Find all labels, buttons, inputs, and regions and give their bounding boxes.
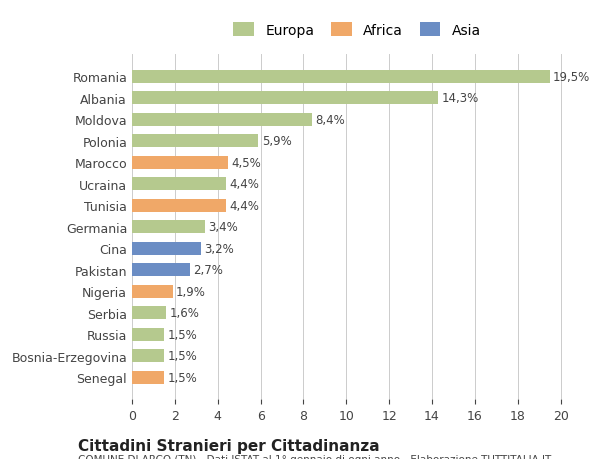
Text: 1,9%: 1,9% xyxy=(176,285,206,298)
Bar xyxy=(132,242,200,255)
Bar xyxy=(132,263,190,276)
Legend: Europa, Africa, Asia: Europa, Africa, Asia xyxy=(228,17,486,43)
Bar xyxy=(132,349,164,362)
Text: 4,4%: 4,4% xyxy=(229,199,259,212)
Bar xyxy=(132,199,226,212)
Bar xyxy=(132,178,226,191)
Bar xyxy=(132,285,173,298)
Bar xyxy=(132,328,164,341)
Text: 3,2%: 3,2% xyxy=(204,242,233,255)
Bar xyxy=(132,371,164,384)
Text: 2,7%: 2,7% xyxy=(193,263,223,277)
Bar xyxy=(132,113,312,127)
Bar xyxy=(132,71,550,84)
Text: 5,9%: 5,9% xyxy=(262,135,292,148)
Text: 4,4%: 4,4% xyxy=(229,178,259,191)
Bar xyxy=(132,307,166,319)
Bar xyxy=(132,92,439,105)
Bar xyxy=(132,157,229,169)
Text: Cittadini Stranieri per Cittadinanza: Cittadini Stranieri per Cittadinanza xyxy=(78,438,380,453)
Text: 1,5%: 1,5% xyxy=(167,371,197,384)
Bar xyxy=(132,135,259,148)
Text: 1,5%: 1,5% xyxy=(167,328,197,341)
Text: 1,5%: 1,5% xyxy=(167,349,197,362)
Bar xyxy=(132,221,205,234)
Text: 8,4%: 8,4% xyxy=(315,113,345,127)
Text: 4,5%: 4,5% xyxy=(232,157,262,169)
Text: 19,5%: 19,5% xyxy=(553,71,590,84)
Text: 1,6%: 1,6% xyxy=(170,307,199,319)
Text: COMUNE DI ARCO (TN) - Dati ISTAT al 1° gennaio di ogni anno - Elaborazione TUTTI: COMUNE DI ARCO (TN) - Dati ISTAT al 1° g… xyxy=(78,454,551,459)
Text: 14,3%: 14,3% xyxy=(442,92,479,105)
Text: 3,4%: 3,4% xyxy=(208,221,238,234)
